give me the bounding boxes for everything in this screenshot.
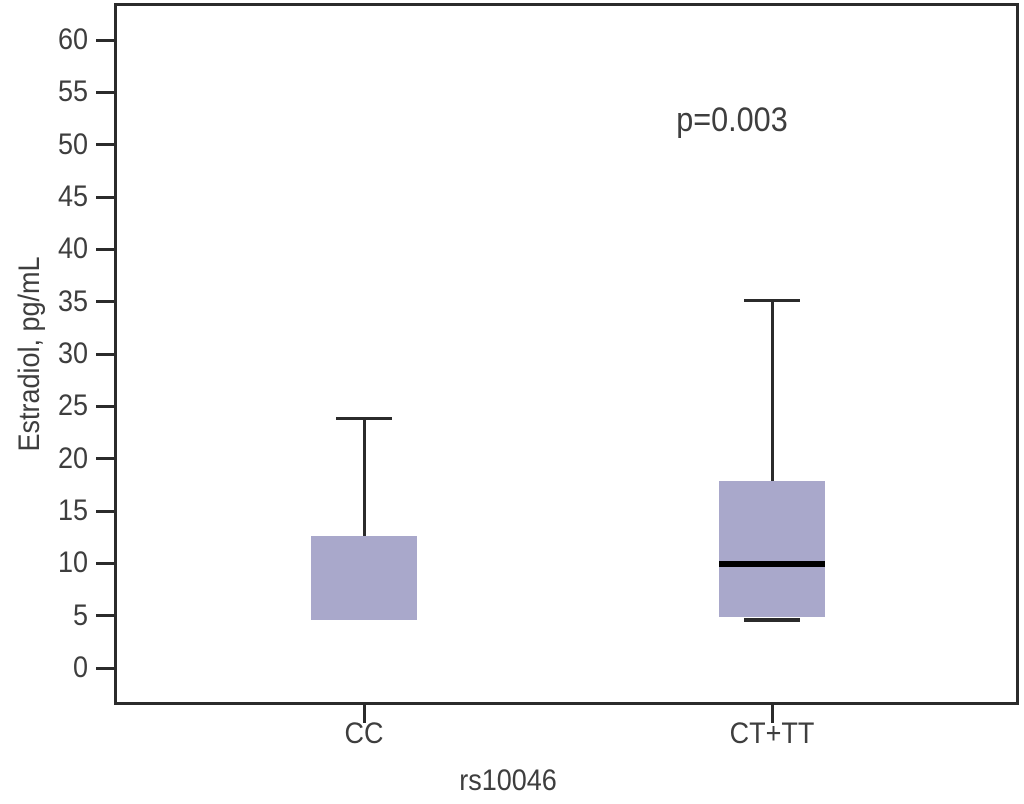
box-ct-tt <box>719 480 825 617</box>
y-tick-mark <box>96 38 114 42</box>
y-tick-label: 60 <box>57 23 88 56</box>
p-value-annotation: p=0.003 <box>676 101 788 139</box>
y-tick-label: 50 <box>57 127 88 161</box>
y-tick-mark <box>96 247 114 251</box>
box-cc <box>311 536 417 620</box>
y-tick-mark <box>96 509 114 513</box>
median-line-ct-tt <box>719 561 825 568</box>
y-tick-label: 30 <box>57 337 88 370</box>
y-tick-label: 40 <box>57 232 88 266</box>
whisker-cap-high-ct-tt <box>744 299 800 303</box>
y-tick-mark <box>96 404 114 408</box>
x-category-label: CT+TT <box>729 717 815 750</box>
x-axis-title: rs10046 <box>459 764 557 797</box>
y-tick-label: 20 <box>57 441 88 475</box>
y-tick-mark <box>96 90 114 94</box>
whisker-cap-high-cc <box>336 417 392 421</box>
whisker-line-ct-tt <box>770 300 774 481</box>
y-tick-mark <box>96 457 114 461</box>
y-tick-mark <box>96 300 114 304</box>
y-tick-mark <box>96 561 114 565</box>
y-tick-label: 0 <box>72 651 88 684</box>
y-tick-label: 10 <box>57 546 88 580</box>
plot-area <box>114 3 1019 705</box>
y-tick-mark <box>96 195 114 199</box>
x-category-label: CC <box>344 717 384 750</box>
x-tick-mark <box>362 705 366 723</box>
y-tick-label: 5 <box>72 598 88 632</box>
y-tick-mark <box>96 614 114 618</box>
y-tick-mark <box>96 143 114 147</box>
y-tick-label: 15 <box>57 494 88 527</box>
y-tick-label: 55 <box>57 75 88 109</box>
y-tick-label: 45 <box>57 180 88 213</box>
x-tick-mark <box>770 705 774 723</box>
y-tick-mark <box>96 666 114 670</box>
y-tick-mark <box>96 352 114 356</box>
y-tick-label: 25 <box>57 389 88 423</box>
whisker-line-cc <box>362 418 366 537</box>
whisker-cap-low-ct-tt <box>744 618 800 622</box>
y-tick-label: 35 <box>57 284 88 318</box>
